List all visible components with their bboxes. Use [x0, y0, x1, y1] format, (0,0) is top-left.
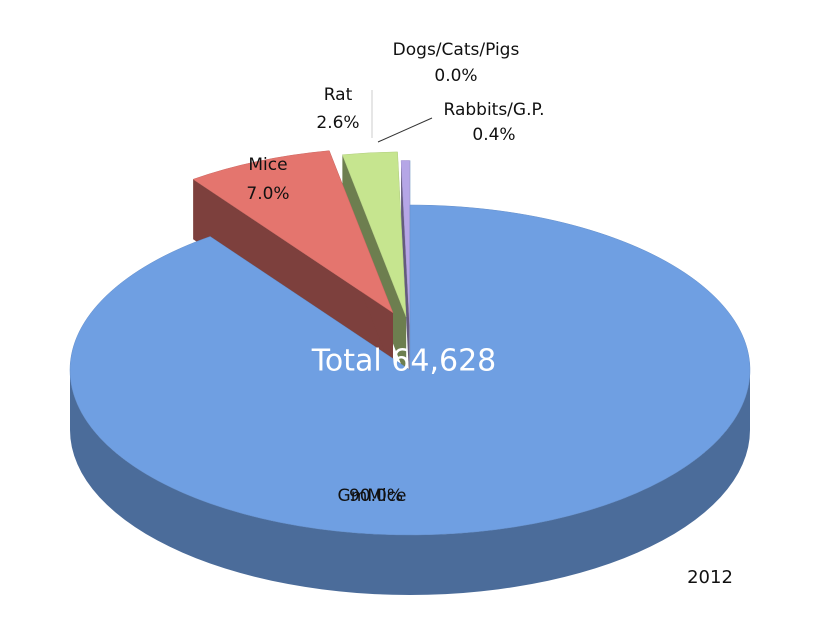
slice [69, 204, 751, 536]
pie [69, 150, 751, 595]
slice-label: Rabbits/G.P. [444, 100, 545, 120]
slice-value-label: 2.6% [316, 113, 359, 133]
slice-label: Dogs/Cats/Pigs [393, 40, 520, 60]
slice [400, 160, 410, 326]
slice-side [70, 370, 750, 595]
slice-wall [193, 179, 393, 373]
slice-value-label: 0.0% [434, 66, 477, 86]
slice-value-label: 7.0% [246, 184, 289, 204]
slice-value-label: 0.4% [472, 125, 515, 145]
slice-label: GmMice [338, 486, 407, 506]
year-annotation: 2012 [687, 567, 733, 588]
slice-label: Rat [324, 85, 353, 105]
slice-label: Mice [248, 155, 287, 175]
slice-value-label: 90.0% [349, 486, 403, 506]
slice-wall [401, 160, 410, 386]
slice [192, 150, 394, 314]
leader-line [377, 117, 433, 143]
slice [342, 151, 407, 317]
total-annotation: Total 64,628 [311, 344, 497, 379]
